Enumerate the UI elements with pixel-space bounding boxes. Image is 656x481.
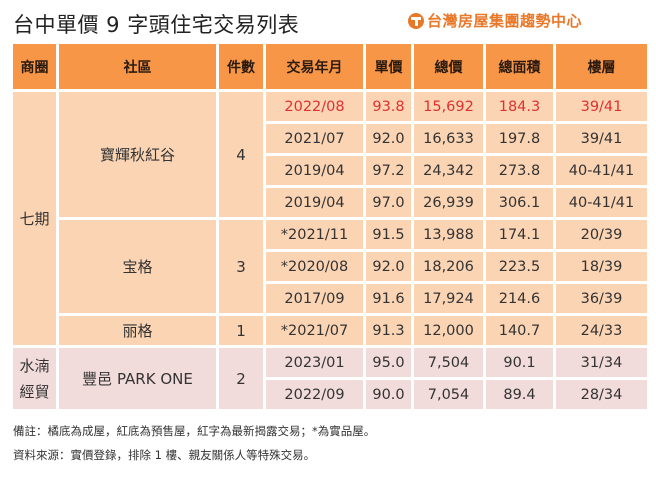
date-cell: 2022/08	[266, 92, 363, 121]
date-cell: 2022/09	[266, 380, 363, 409]
date-cell: *2020/08	[266, 252, 363, 281]
unit-price-cell: 91.5	[366, 220, 411, 249]
note-source: 資料來源：實價登錄，排除 1 樓、親友關係人等特殊交易。	[13, 448, 316, 462]
floor-cell: 40-41/41	[556, 156, 647, 185]
total-price-cell: 7,054	[414, 380, 483, 409]
header-area: 總面積	[486, 44, 553, 89]
count-cell: 2	[219, 348, 263, 409]
footnotes: 備註：橘底為成屋，紅底為預售屋，紅字為最新揭露交易；*為實品屋。 資料來源：實價…	[13, 419, 375, 467]
date-cell: 2021/07	[266, 124, 363, 153]
unit-price-cell: 97.2	[366, 156, 411, 185]
table-row: 2019/04 97.2 24,342 273.8 40-41/41	[13, 156, 647, 185]
floor-cell: 39/41	[556, 124, 647, 153]
header-community: 社區	[59, 44, 216, 89]
floor-cell: 18/39	[556, 252, 647, 281]
brand-logo: 台灣房屋集團趨勢中心	[408, 10, 582, 31]
total-price-cell: 7,504	[414, 348, 483, 377]
total-price-cell: 15,692	[414, 92, 483, 121]
unit-price-cell: 90.0	[366, 380, 411, 409]
taiwan-realty-logo-icon	[408, 12, 424, 29]
table-row: 2019/04 97.0 26,939 306.1 40-41/41	[13, 188, 647, 217]
area-cell: 223.5	[486, 252, 553, 281]
total-price-cell: 16,633	[414, 124, 483, 153]
community-cell: 寶輝秋紅谷	[59, 92, 216, 217]
district-cell: 七期	[13, 92, 56, 345]
date-cell: *2021/07	[266, 316, 363, 345]
area-cell: 273.8	[486, 156, 553, 185]
table-row: 宝格 3 *2021/11 91.5 13,988 174.1 20/39	[13, 220, 647, 313]
floor-cell: 39/41	[556, 92, 647, 121]
count-cell: 1	[219, 316, 263, 345]
table-row: 2021/07 92.0 16,633 197.8 39/41	[13, 124, 647, 153]
area-cell: 140.7	[486, 316, 553, 345]
area-cell: 90.1	[486, 348, 553, 377]
community-cell: 豐邑 PARK ONE	[59, 348, 216, 409]
unit-price-cell: 92.0	[366, 124, 411, 153]
district-cell: 水湳 經貿	[13, 348, 56, 409]
header-total-price: 總價	[414, 44, 483, 89]
area-cell: 184.3	[486, 92, 553, 121]
unit-price-cell: 97.0	[366, 188, 411, 217]
page-title: 台中單價 9 字頭住宅交易列表	[13, 13, 300, 37]
unit-price-cell: 95.0	[366, 348, 411, 377]
floor-cell: 31/34	[556, 348, 647, 377]
table-row: 丽格 1 *2021/07 91.3 12,000 140.7 24/33	[13, 316, 647, 345]
area-cell: 306.1	[486, 188, 553, 217]
table-row: *2020/08 92.0 18,206 223.5 18/39	[13, 252, 647, 281]
unit-price-cell: 93.8	[366, 92, 411, 121]
date-cell: 2023/01	[266, 348, 363, 377]
unit-price-cell: 92.0	[366, 252, 411, 281]
floor-cell: 36/39	[556, 284, 647, 313]
floor-cell: 20/39	[556, 220, 647, 249]
unit-price-cell: 91.3	[366, 316, 411, 345]
header-count: 件數	[219, 44, 263, 89]
total-price-cell: 18,206	[414, 252, 483, 281]
date-cell: *2021/11	[266, 220, 363, 249]
total-price-cell: 24,342	[414, 156, 483, 185]
transactions-table: 商圈 社區 件數 交易年月 單價 總價 總面積 樓層 七期 寶輝秋紅谷 4 20…	[10, 41, 650, 412]
total-price-cell: 17,924	[414, 284, 483, 313]
area-cell: 89.4	[486, 380, 553, 409]
area-cell: 197.8	[486, 124, 553, 153]
header-district: 商圈	[13, 44, 56, 89]
count-cell: 4	[219, 92, 263, 217]
unit-price-cell: 91.6	[366, 284, 411, 313]
date-cell: 2017/09	[266, 284, 363, 313]
community-cell: 丽格	[59, 316, 216, 345]
total-price-cell: 13,988	[414, 220, 483, 249]
total-price-cell: 26,939	[414, 188, 483, 217]
table-row: 2022/09 90.0 7,054 89.4 28/34	[13, 380, 647, 409]
header-floor: 樓層	[556, 44, 647, 89]
header-date: 交易年月	[266, 44, 363, 89]
area-cell: 174.1	[486, 220, 553, 249]
table-row: 2017/09 91.6 17,924 214.6 36/39	[13, 284, 647, 313]
table-row: 七期 寶輝秋紅谷 4 2022/08 93.8 15,692 184.3 39/…	[13, 92, 647, 345]
header-unit-price: 單價	[366, 44, 411, 89]
district-line: 經貿	[19, 382, 50, 401]
district-line: 水湳	[19, 356, 50, 375]
logo-text: 台灣房屋集團趨勢中心	[427, 12, 583, 30]
floor-cell: 28/34	[556, 380, 647, 409]
floor-cell: 24/33	[556, 316, 647, 345]
community-cell: 宝格	[59, 220, 216, 313]
date-cell: 2019/04	[266, 188, 363, 217]
total-price-cell: 12,000	[414, 316, 483, 345]
count-cell: 3	[219, 220, 263, 313]
header-row: 商圈 社區 件數 交易年月 單價 總價 總面積 樓層	[13, 44, 647, 89]
floor-cell: 40-41/41	[556, 188, 647, 217]
note-legend: 備註：橘底為成屋，紅底為預售屋，紅字為最新揭露交易；*為實品屋。	[13, 424, 376, 438]
table-row: 水湳 經貿 豐邑 PARK ONE 2 2023/01 95.0 7,504 9…	[13, 348, 647, 409]
area-cell: 214.6	[486, 284, 553, 313]
date-cell: 2019/04	[266, 156, 363, 185]
